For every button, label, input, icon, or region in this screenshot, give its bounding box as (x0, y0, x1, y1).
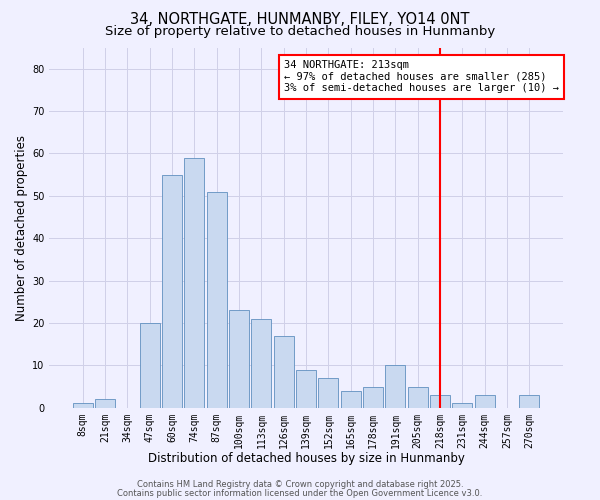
Bar (341, 391, 361, 407)
Bar (184, 158, 205, 408)
X-axis label: Distribution of detached houses by size in Hunmanby: Distribution of detached houses by size … (148, 452, 464, 465)
Bar (229, 310, 249, 408)
Bar (385, 366, 406, 408)
Text: Size of property relative to detached houses in Hunmanby: Size of property relative to detached ho… (105, 25, 495, 38)
Bar (519, 395, 539, 407)
Bar (251, 318, 271, 408)
Text: Contains public sector information licensed under the Open Government Licence v3: Contains public sector information licen… (118, 488, 482, 498)
Bar (363, 386, 383, 407)
Bar (319, 378, 338, 408)
Y-axis label: Number of detached properties: Number of detached properties (15, 134, 28, 320)
Bar (452, 404, 472, 407)
Text: Contains HM Land Registry data © Crown copyright and database right 2025.: Contains HM Land Registry data © Crown c… (137, 480, 463, 489)
Bar (73, 404, 93, 407)
Bar (296, 370, 316, 408)
Bar (162, 174, 182, 408)
Text: 34, NORTHGATE, HUNMANBY, FILEY, YO14 0NT: 34, NORTHGATE, HUNMANBY, FILEY, YO14 0NT (130, 12, 470, 28)
Bar (475, 395, 495, 407)
Bar (207, 192, 227, 408)
Bar (140, 323, 160, 407)
Text: 34 NORTHGATE: 213sqm
← 97% of detached houses are smaller (285)
3% of semi-detac: 34 NORTHGATE: 213sqm ← 97% of detached h… (284, 60, 559, 94)
Bar (95, 399, 115, 407)
Bar (430, 395, 450, 407)
Bar (274, 336, 294, 407)
Bar (407, 386, 428, 407)
